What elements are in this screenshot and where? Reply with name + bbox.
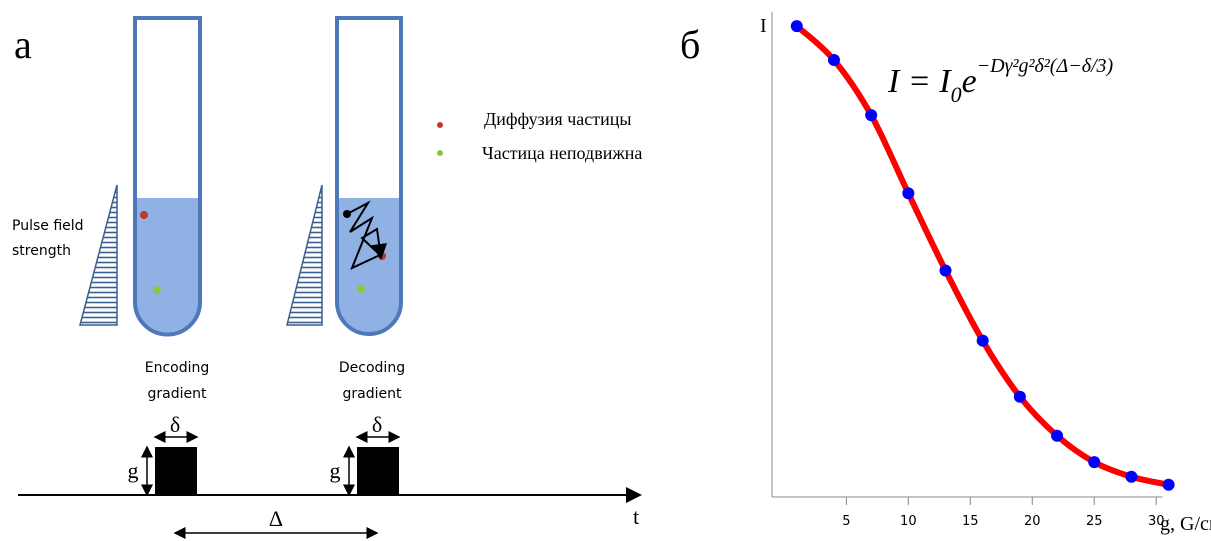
gradient-pulse xyxy=(155,447,197,495)
x-axis-label: g, G/cm xyxy=(1160,513,1211,535)
legend-text: Диффузия частицы xyxy=(484,109,631,129)
data-point xyxy=(1163,479,1175,491)
formula: I = I0e−Dγ²g²δ²(Δ−δ/3) xyxy=(887,55,1114,107)
gradient-label: Decoding xyxy=(339,360,405,376)
gradient-pulse xyxy=(357,447,399,495)
fixed-particle xyxy=(357,285,365,293)
fit-curve xyxy=(797,26,1169,485)
formula-part: I = I xyxy=(887,63,952,100)
g-label: g xyxy=(330,458,341,483)
panel-label: б xyxy=(680,22,700,67)
formula-part: 0 xyxy=(951,82,962,107)
field-label: Pulse field xyxy=(12,218,84,234)
figure: а Pulse field strength Диффузия частицы … xyxy=(0,0,1211,541)
data-point xyxy=(1051,430,1063,442)
x-tick-label: 25 xyxy=(1086,514,1103,529)
x-tick-label: 30 xyxy=(1148,514,1165,529)
fixed-particle xyxy=(153,286,161,294)
x-tick-label: 10 xyxy=(900,514,917,529)
big-delta-label: Δ xyxy=(269,506,283,531)
data-point xyxy=(828,54,840,66)
g-label: g xyxy=(128,458,139,483)
x-tick-label: 5 xyxy=(842,514,850,529)
field-triangle xyxy=(80,185,117,325)
gradient-label: gradient xyxy=(343,386,402,402)
formula-part: e xyxy=(962,63,977,100)
x-tick-label: 15 xyxy=(962,514,979,529)
data-point xyxy=(1014,391,1026,403)
data-point xyxy=(791,20,803,32)
data-point xyxy=(1088,456,1100,468)
data-point xyxy=(902,187,914,199)
data-point xyxy=(1125,471,1137,483)
legend-marker xyxy=(437,150,443,156)
data-point xyxy=(865,109,877,121)
moving-particle xyxy=(140,211,148,219)
time-label: t xyxy=(633,504,639,529)
delta-label: δ xyxy=(170,412,180,437)
data-point xyxy=(940,265,952,277)
y-axis-label: I xyxy=(760,15,767,37)
legend-marker xyxy=(437,122,443,128)
formula-part: −Dγ²g²δ²(Δ−δ/3) xyxy=(977,55,1114,77)
x-tick-label: 20 xyxy=(1024,514,1041,529)
legend-text: Частица неподвижна xyxy=(482,143,642,163)
panel-label: а xyxy=(14,22,32,67)
field-triangle xyxy=(287,185,322,325)
data-point xyxy=(977,335,989,347)
gradient-label: gradient xyxy=(148,386,207,402)
liquid xyxy=(337,198,401,334)
gradient-label: Encoding xyxy=(145,360,210,376)
field-label: strength xyxy=(12,243,71,259)
delta-label: δ xyxy=(372,412,382,437)
